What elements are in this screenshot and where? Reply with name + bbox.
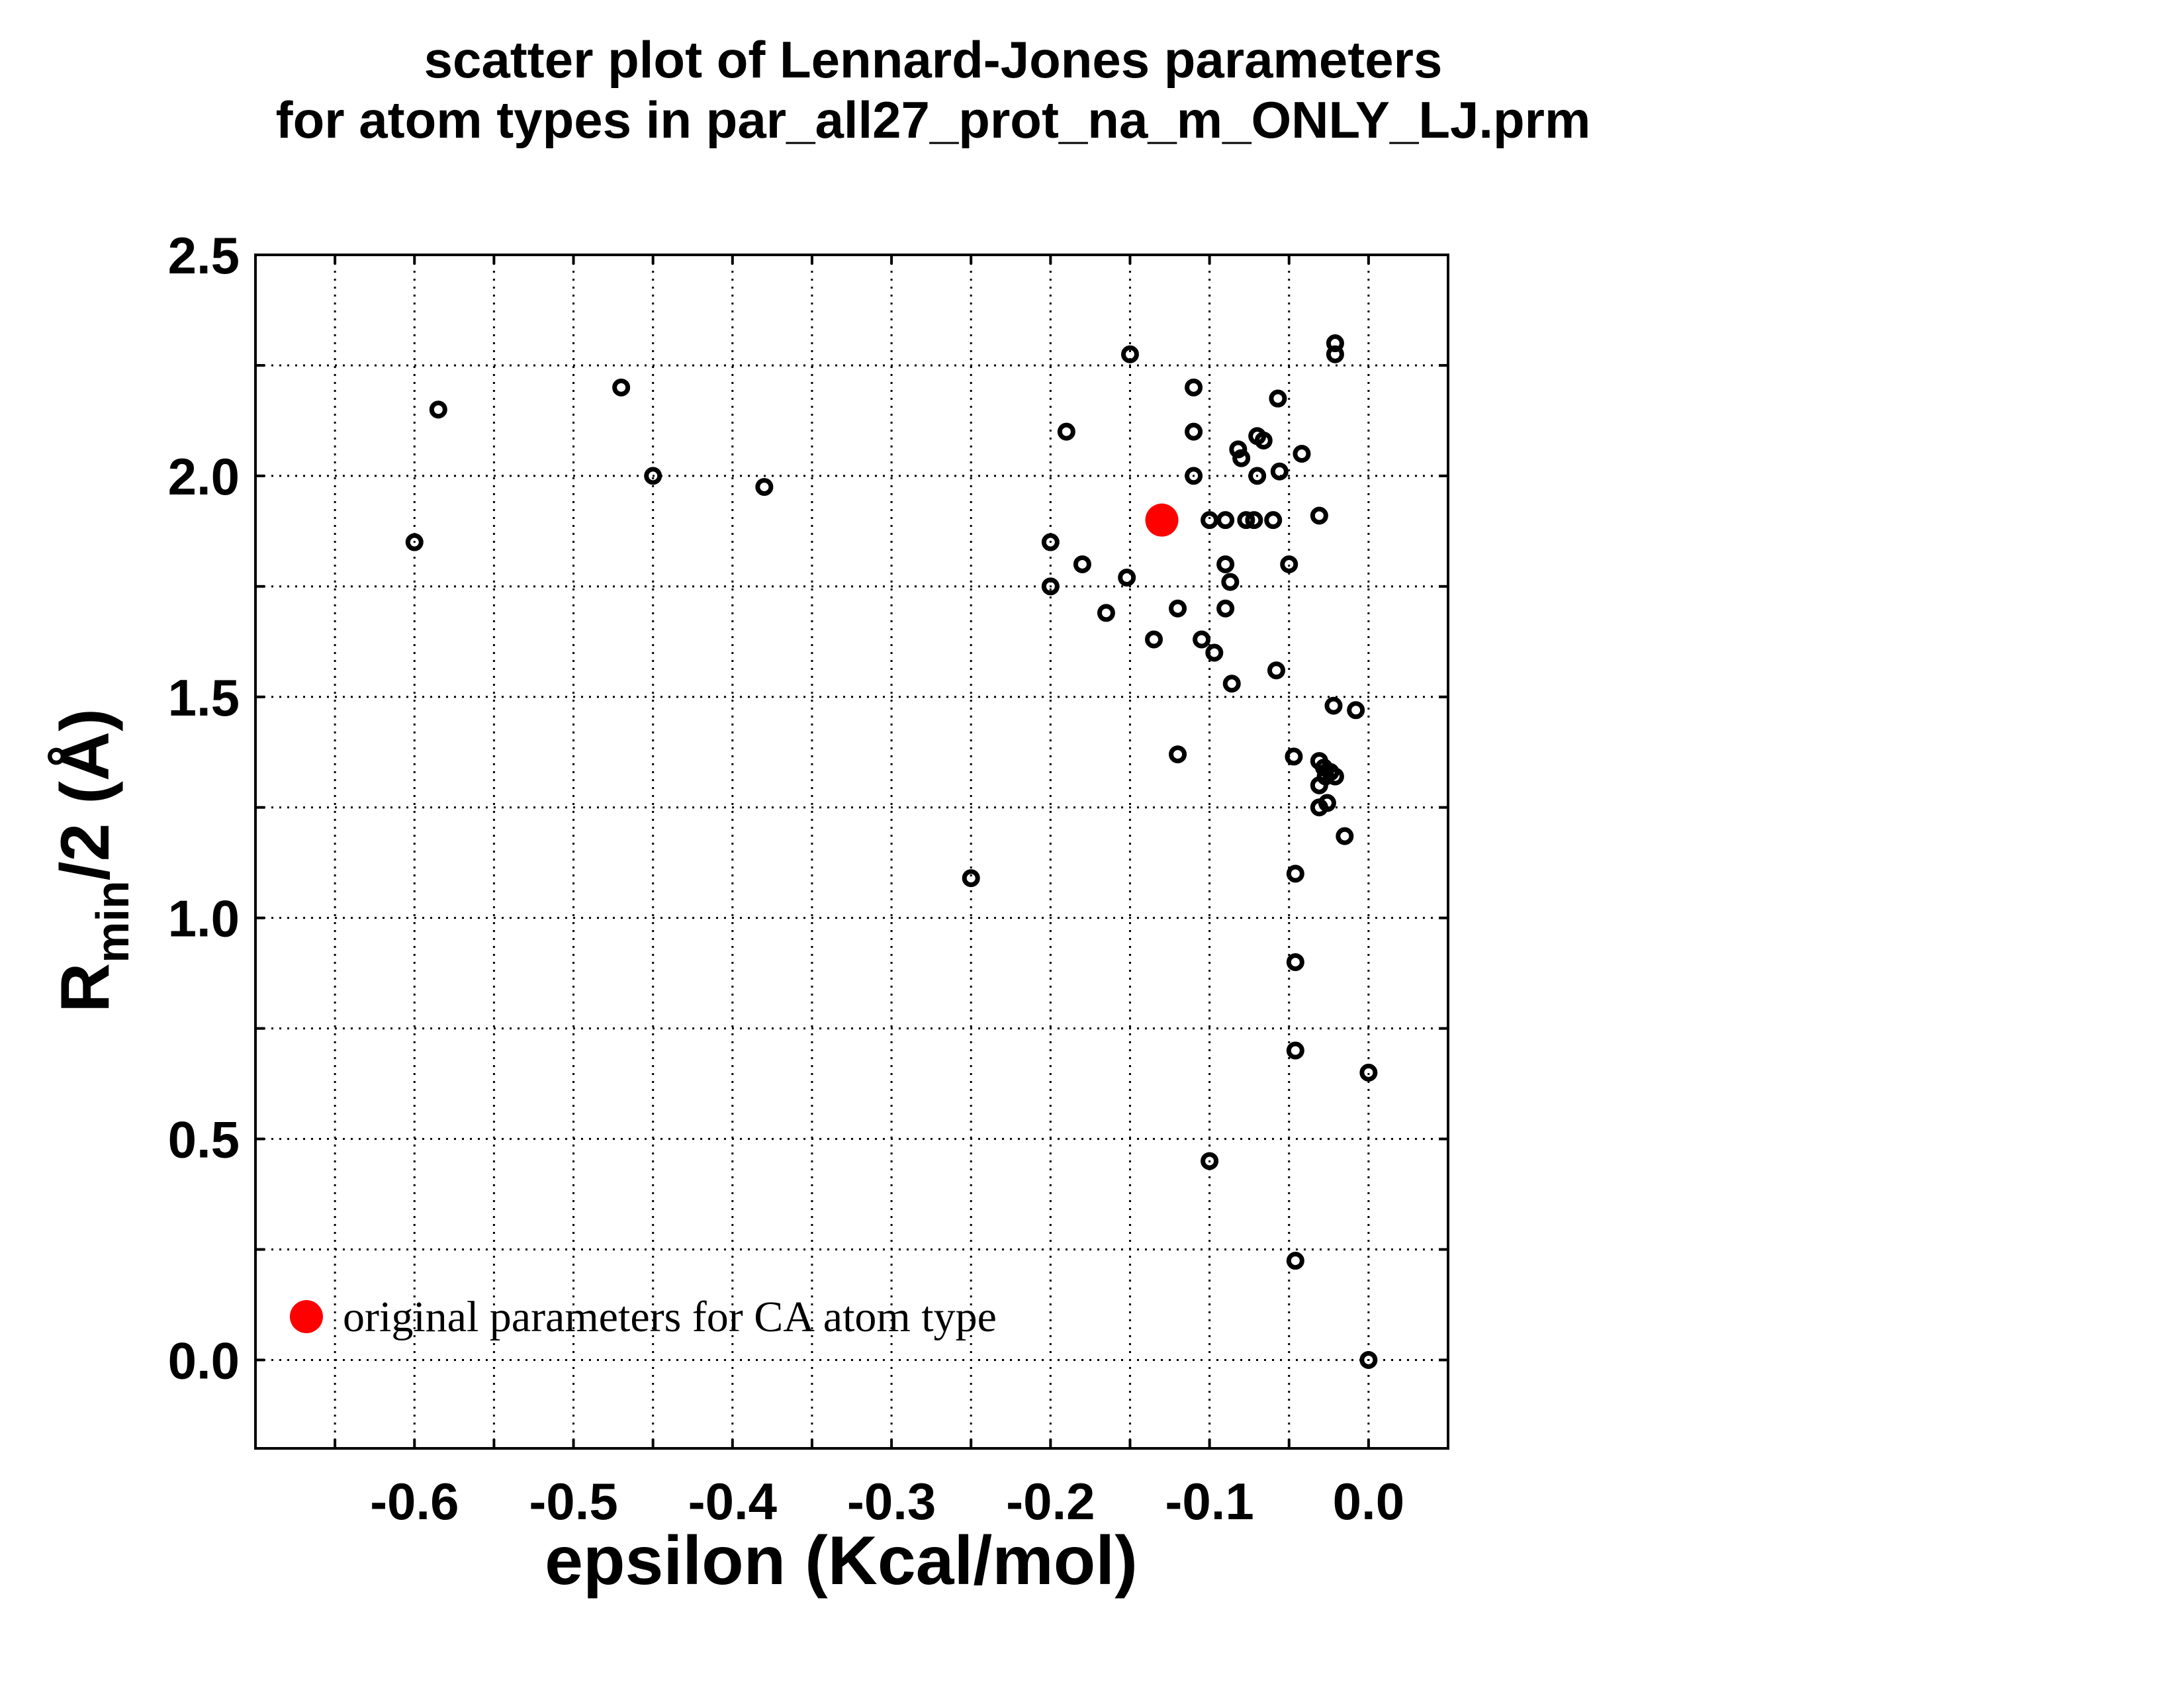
scatter-point: [1310, 506, 1328, 525]
scatter-point: [1097, 604, 1115, 622]
x-axis-label: epsilon (Kcal/mol): [545, 1523, 1138, 1599]
x-tick-label: -0.4: [688, 1472, 777, 1530]
y-tick-label: 1.0: [168, 890, 240, 948]
y-axis-label-rest: /2 (Å): [47, 708, 124, 880]
scatter-point: [1185, 378, 1203, 397]
legend: original parameters for CA atom type: [290, 1293, 997, 1341]
scatter-point: [1270, 462, 1289, 481]
scatter-point: [1248, 467, 1267, 485]
scatter-point: [1185, 467, 1203, 485]
chart-title: scatter plot of Lennard-Jones parameters…: [276, 30, 1591, 149]
scatter-point: [1254, 431, 1273, 449]
scatter-point: [1318, 794, 1336, 812]
scatter-point: [1324, 696, 1343, 715]
scatter-point: [1245, 511, 1263, 530]
y-axis-label: Rmin/2 (Å): [47, 708, 138, 1013]
axis-ticks: [255, 254, 1448, 1448]
scatter-point: [962, 869, 980, 888]
scatter-point: [1169, 745, 1187, 764]
scatter-point: [1237, 511, 1255, 530]
y-axis-label-subscript: min: [87, 880, 138, 962]
y-tick-label: 2.0: [168, 447, 240, 506]
scatter-point: [1216, 511, 1235, 530]
scatter-point: [1280, 555, 1298, 573]
scatter-point: [1336, 827, 1354, 845]
scatter-point: [755, 478, 774, 496]
x-tick-label: -0.3: [847, 1472, 936, 1530]
scatter-point: [1073, 555, 1091, 573]
scatter-point: [644, 467, 662, 485]
scatter-point: [1286, 1041, 1304, 1060]
scatter-point: [1041, 533, 1060, 551]
scatter-point: [1293, 445, 1311, 463]
x-tick-label: -0.1: [1165, 1472, 1253, 1530]
y-axis-label-main: R: [47, 963, 124, 1013]
scatter-point: [1229, 440, 1248, 459]
ca-point: [1145, 503, 1179, 537]
scatter-point: [1216, 555, 1235, 573]
scatter-point: [405, 533, 424, 551]
scatter-point: [1359, 1063, 1378, 1082]
x-tick-label: -0.5: [529, 1472, 617, 1530]
scatter-point: [1347, 701, 1365, 720]
y-tick-labels: 0.0 0.5 1.0 1.5 2.0 2.5: [168, 226, 240, 1389]
x-tick-label: -0.6: [370, 1472, 459, 1530]
scatter-point: [1232, 449, 1251, 467]
scatter-point: [1193, 630, 1211, 649]
scatter-point: [1286, 865, 1304, 883]
y-tick-label: 2.5: [168, 226, 240, 285]
plot-frame: [254, 254, 1449, 1450]
y-tick-label: 0.5: [168, 1111, 240, 1169]
chart-title-line-1: scatter plot of Lennard-Jones parameters: [424, 30, 1443, 89]
scatter-point: [1285, 747, 1303, 766]
scatter-point: [1205, 643, 1224, 662]
scatter-point: [1120, 345, 1139, 363]
scatter-point: [1057, 422, 1075, 441]
scatter-point: [1222, 675, 1241, 693]
scatter-point: [1201, 1152, 1219, 1170]
scatter-point: [1269, 389, 1287, 408]
scatter-point: [1326, 767, 1344, 786]
x-tick-label: -0.2: [1006, 1472, 1095, 1530]
y-tick-label: 1.5: [168, 669, 240, 727]
scatter-point: [1359, 1350, 1378, 1369]
scatter-point: [1118, 568, 1136, 586]
scatter-point: [1145, 630, 1163, 649]
scatter-point: [612, 378, 631, 397]
scatter-point: [1264, 511, 1283, 530]
scatter-point: [1201, 511, 1219, 530]
scatter-point: [1286, 1252, 1304, 1270]
scatter-point: [1185, 422, 1203, 441]
x-tick-labels: -0.6 -0.5 -0.4 -0.3 -0.2 -0.1 0.0: [370, 1472, 1404, 1530]
x-tick-label: 0.0: [1333, 1472, 1404, 1530]
scatter-point: [1169, 599, 1187, 618]
legend-marker-ca: [290, 1300, 323, 1333]
data-points: [405, 334, 1378, 1369]
scatter-point: [1041, 577, 1060, 596]
scatter-point: [1326, 345, 1344, 363]
scatter-point: [1216, 599, 1235, 618]
chart-title-line-2: for atom types in par_all27_prot_na_m_ON…: [276, 91, 1591, 149]
legend-label-ca: original parameters for CA atom type: [343, 1293, 997, 1341]
scatter-point: [429, 400, 447, 419]
y-tick-label: 0.0: [168, 1331, 240, 1389]
scatter-point: [1267, 661, 1286, 680]
scatter-point: [1286, 953, 1304, 971]
scatter-point: [1221, 573, 1240, 591]
